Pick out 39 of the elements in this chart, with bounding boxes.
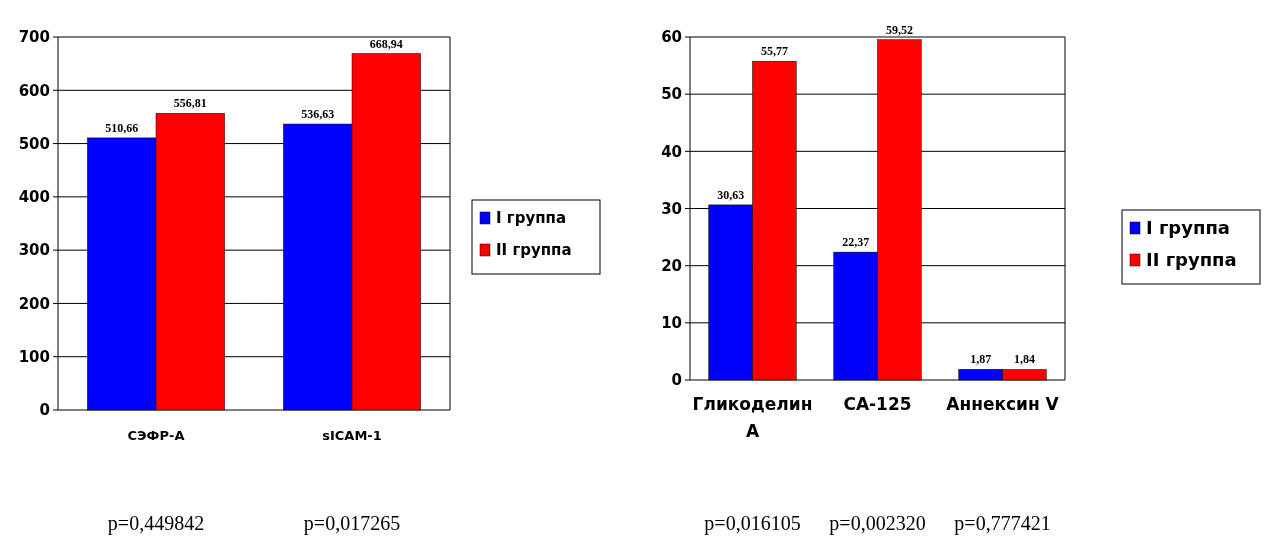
data-label: 510,66 [105,120,139,135]
text: p=0,777421 [954,512,1051,535]
data-label: 668,94 [369,36,403,51]
y-tick-label: 0 [39,401,50,420]
text: p=0,017265 [303,512,401,535]
y-tick-label: 500 [18,134,50,153]
data-label: 59,52 [885,22,913,37]
y-tick-label: 300 [18,241,50,260]
y-tick-label: 60 [661,28,682,47]
text: p=0,016105 [704,512,801,535]
y-tick-label: 700 [18,28,50,47]
legend-label: II группа [1146,249,1237,271]
text: p=0,449842 [107,512,205,535]
data-label: 30,63 [717,187,745,202]
y-tick-label: 600 [18,81,50,100]
y-tick-label: 50 [661,85,682,104]
y-tick-label: 200 [18,294,50,313]
y-tick-label: 100 [18,347,50,366]
text: p=0,002320 [829,512,926,535]
y-tick-label: 10 [661,314,682,333]
x-tick-label: sICAM-1 [322,428,382,443]
y-tick-label: 400 [18,188,50,207]
legend-label: I группа [496,209,567,228]
data-label: 1,87 [970,352,992,367]
legend-label: II группа [496,241,572,260]
x-tick-label: СА-125 [843,394,912,414]
y-tick-label: 40 [661,142,682,161]
data-label: 55,77 [760,44,788,59]
data-label: 1,84 [1013,352,1035,367]
data-label: 556,81 [173,96,207,111]
y-tick-label: 20 [661,256,682,275]
y-tick-label: 30 [661,199,682,218]
x-tick-label: Аннексин V [946,394,1060,414]
data-label: 22,37 [842,235,870,250]
y-tick-label: 0 [671,371,682,390]
x-tick-label: СЭФР-А [127,428,185,443]
x-tick-label: Гликоделин А [692,394,813,442]
legend-label: I группа [1146,217,1231,239]
data-label: 536,63 [301,107,335,122]
